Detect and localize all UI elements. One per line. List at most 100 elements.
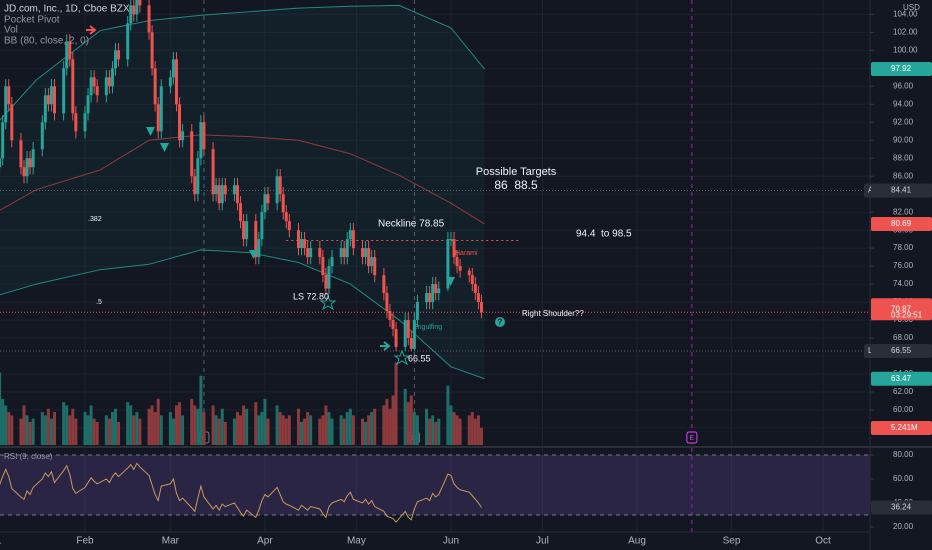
volume-bar <box>126 402 130 445</box>
y-tick-label: 96.00 <box>893 81 914 90</box>
volume-bar <box>107 418 111 445</box>
bb-upper-value-box <box>871 62 932 77</box>
avg-value-box <box>871 183 932 198</box>
candle-body <box>467 270 471 276</box>
indicator-legend: Vol <box>4 25 18 36</box>
candle-body <box>181 131 185 141</box>
candle-body <box>65 41 69 69</box>
annotation: .382 <box>88 216 102 223</box>
candle-body <box>4 86 8 123</box>
star-icon <box>319 294 337 311</box>
rsi-band <box>0 454 870 515</box>
rsi-tick-label: 80.00 <box>893 450 914 459</box>
candle-body <box>202 122 206 150</box>
candle-body <box>89 77 93 96</box>
volume-bar <box>403 388 407 445</box>
bb-lower <box>0 249 485 380</box>
x-tick-label: Apr <box>257 536 273 547</box>
annotation: Right Shoulder?? <box>522 309 584 318</box>
y-tick-label: 88.00 <box>893 153 914 162</box>
annotation: 94.4 to 98.5 <box>576 229 632 240</box>
volume-bar <box>211 405 215 445</box>
volume-bar <box>86 415 90 445</box>
volume-bar <box>473 418 477 445</box>
candle-body <box>153 68 157 105</box>
symbol-title: JD.com, Inc., 1D, Cboe BZX <box>4 4 130 15</box>
volume-bar <box>412 412 416 445</box>
volume-bar <box>428 418 432 445</box>
rsi-value-box <box>871 500 932 515</box>
volume-bar <box>129 405 133 445</box>
volume-bar <box>110 412 114 445</box>
volume-bar <box>178 402 182 445</box>
volume-bar <box>68 415 72 445</box>
y-tick-label: 62.00 <box>893 387 914 396</box>
volume-bar <box>10 415 14 445</box>
candle-body <box>19 140 23 168</box>
candle-body <box>367 248 371 267</box>
volume-bar <box>257 415 261 445</box>
y-tick-label: 90.00 <box>893 135 914 144</box>
volume-bar <box>287 415 291 445</box>
candle-body <box>425 293 429 303</box>
x-tick-label: Jul <box>536 536 549 547</box>
annotation: Neckline 78.85 <box>378 219 445 230</box>
volume-bar <box>19 418 23 445</box>
volume-bar <box>135 412 139 445</box>
triangle-icon <box>249 250 258 259</box>
candle-body <box>266 194 270 204</box>
volume-bar <box>415 415 419 445</box>
x-tick-label: May <box>347 536 366 547</box>
question-icon <box>495 317 505 327</box>
volume-bar <box>351 415 355 445</box>
indicator-legend: Pocket Pivot <box>4 15 60 26</box>
candle-body <box>391 320 395 330</box>
annotation: LS 72.80 <box>293 291 329 301</box>
volume-bar <box>31 418 35 445</box>
candle-body <box>428 293 432 303</box>
candle-body <box>31 149 35 168</box>
candle-body <box>458 266 462 271</box>
rsi-value: 36.24 <box>891 503 912 512</box>
candle-body <box>147 5 151 33</box>
candle-body <box>199 122 203 159</box>
volume-bar <box>62 402 66 445</box>
volume-bar <box>382 405 386 445</box>
candle-body <box>110 68 114 87</box>
candle-body <box>412 320 416 349</box>
candle-body <box>330 257 334 267</box>
question-mark: ? <box>498 318 503 327</box>
candle-body <box>62 68 66 114</box>
volume-bar <box>52 412 56 445</box>
y-tick-label: 82.00 <box>893 207 914 216</box>
rsi-line <box>0 462 482 523</box>
volume-bar <box>196 408 200 445</box>
annotation: Engulfing <box>413 324 442 331</box>
volume-bar <box>327 412 331 445</box>
last-price-box <box>871 298 932 321</box>
volume-bar <box>0 372 2 445</box>
volume-bar <box>202 412 206 445</box>
candle-body <box>174 59 178 105</box>
bb-lower-value: 63.47 <box>891 374 912 383</box>
volume-bar <box>388 408 392 445</box>
rsi-legend: RSI (9, close) <box>4 452 53 461</box>
candle-body <box>275 176 279 204</box>
volume-value-box <box>871 421 932 435</box>
candle-body <box>245 221 249 240</box>
candle-body <box>388 311 392 321</box>
y-tick-label: 94.00 <box>893 99 914 108</box>
x-tick-label: Sep <box>723 536 741 547</box>
volume-bar <box>406 402 410 445</box>
candle-body <box>339 248 343 258</box>
candle-body <box>406 320 410 339</box>
rsi-tick-label: 60.00 <box>893 474 914 483</box>
candle-body <box>52 86 56 114</box>
candle-body <box>296 230 300 249</box>
volume-bar <box>348 408 352 445</box>
volume-bar <box>7 412 11 445</box>
candle-body <box>196 158 200 195</box>
bb-basis-value: 80.69 <box>891 219 912 228</box>
volume-bar <box>306 412 310 445</box>
volume-bar <box>431 415 435 445</box>
